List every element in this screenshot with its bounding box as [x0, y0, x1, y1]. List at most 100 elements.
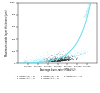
Point	[79, 53, 81, 55]
Point	[47, 60, 49, 61]
Point	[70, 58, 72, 59]
Point	[35, 58, 37, 60]
Point	[57, 57, 58, 58]
Point	[43, 58, 44, 60]
Point	[49, 58, 50, 59]
Point	[52, 59, 53, 60]
Point	[47, 56, 49, 58]
Point	[62, 50, 63, 52]
Point	[60, 60, 61, 61]
Point	[64, 58, 65, 59]
Point	[42, 60, 44, 61]
Point	[64, 59, 66, 60]
Point	[65, 56, 66, 58]
Point	[45, 58, 46, 60]
Point	[60, 59, 62, 61]
Point	[39, 58, 41, 59]
Point	[72, 55, 74, 57]
Point	[58, 57, 60, 59]
Point	[62, 59, 64, 60]
Point	[68, 57, 69, 58]
Point	[64, 56, 66, 57]
Point	[40, 59, 41, 61]
Point	[66, 58, 68, 59]
Point	[80, 53, 81, 54]
Point	[47, 59, 48, 60]
Point	[43, 58, 45, 60]
Point	[69, 58, 70, 60]
Point	[58, 57, 60, 59]
Point	[81, 53, 82, 55]
Point	[48, 61, 49, 62]
Point	[61, 59, 63, 61]
Point	[53, 58, 54, 60]
Point	[55, 57, 57, 59]
Point	[34, 58, 36, 60]
Point	[67, 59, 68, 60]
Point	[42, 56, 44, 58]
Point	[60, 56, 61, 57]
Point	[61, 55, 62, 56]
Point	[58, 57, 60, 59]
Point	[40, 59, 42, 60]
Point	[42, 60, 43, 62]
Point	[52, 60, 54, 62]
Point	[61, 59, 62, 61]
Point	[65, 59, 66, 61]
Point	[83, 52, 85, 53]
Point	[54, 57, 56, 58]
Point	[56, 55, 58, 56]
Point	[71, 56, 73, 57]
Point	[35, 56, 36, 57]
Point	[52, 58, 54, 60]
Point	[58, 59, 60, 61]
Point	[32, 60, 33, 62]
Point	[29, 61, 31, 62]
Point	[58, 60, 60, 61]
Point	[49, 56, 50, 58]
Point	[61, 60, 63, 61]
Point	[60, 58, 61, 59]
Point	[54, 58, 55, 60]
Point	[45, 61, 46, 62]
Point	[59, 50, 61, 52]
Point	[45, 59, 46, 60]
Point	[58, 59, 60, 61]
Point	[66, 55, 67, 56]
Point	[26, 59, 27, 60]
Point	[25, 60, 26, 61]
Point	[60, 59, 62, 61]
Point	[64, 55, 66, 57]
Point	[32, 59, 33, 61]
Point	[68, 55, 70, 57]
Point	[48, 57, 50, 58]
Point	[60, 58, 62, 59]
Point	[63, 59, 64, 60]
Point	[48, 56, 50, 57]
Point	[24, 61, 25, 63]
Point	[55, 59, 57, 60]
Point	[50, 58, 52, 59]
Point	[65, 53, 67, 55]
Point	[28, 60, 29, 61]
Point	[50, 58, 52, 59]
Point	[37, 58, 39, 59]
Point	[57, 59, 59, 61]
Point	[50, 60, 51, 62]
Point	[52, 57, 54, 58]
Point	[58, 60, 60, 61]
Text: Zircaloy 4: Zircaloy 4	[85, 3, 93, 18]
Point	[62, 56, 64, 58]
Point	[63, 58, 65, 59]
Point	[55, 57, 57, 59]
Point	[58, 59, 59, 61]
Point	[67, 58, 69, 60]
Point	[68, 57, 70, 59]
Point	[59, 56, 60, 57]
Point	[40, 57, 41, 59]
Point	[66, 58, 68, 60]
Point	[49, 58, 50, 60]
Point	[54, 55, 56, 57]
Point	[51, 58, 53, 59]
Point	[63, 58, 64, 59]
